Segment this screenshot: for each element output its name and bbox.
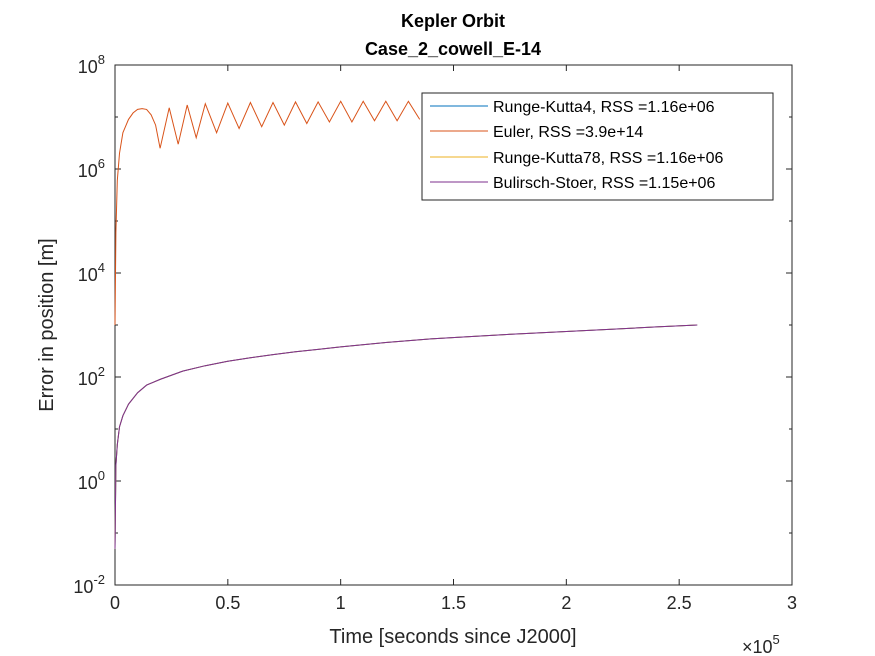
x-tick-label: 0.5: [215, 593, 240, 613]
x-tick-label: 1.5: [441, 593, 466, 613]
axis-ticks: [114, 64, 793, 586]
y-tick-label: 106: [78, 156, 105, 181]
x-tick-labels: 0 0.5 1 1.5 2 2.5 3: [110, 593, 797, 613]
chart-title: Kepler Orbit: [401, 11, 505, 31]
x-tick-label: 3: [787, 593, 797, 613]
legend: Runge-Kutta4, RSS =1.16e+06 Euler, RSS =…: [421, 92, 774, 201]
y-tick-label: 10-2: [73, 572, 105, 597]
x-tick-label: 2.5: [667, 593, 692, 613]
x-tick-label: 2: [561, 593, 571, 613]
y-tick-labels: 10-2 100 102 104 106 108: [73, 52, 105, 597]
x-tick-label: 1: [336, 593, 346, 613]
series-line-euler: [114, 100, 421, 326]
legend-label-rk78: Runge-Kutta78, RSS =1.16e+06: [493, 150, 723, 167]
y-tick-label: 102: [78, 364, 105, 389]
x-axis-multiplier: ×105: [742, 632, 780, 656]
y-tick-label: 100: [78, 468, 105, 493]
x-axis-label: Time [seconds since J2000]: [329, 626, 576, 648]
y-axis-label: Error in position [m]: [36, 238, 58, 411]
chart-subtitle: Case_2_cowell_E-14: [365, 39, 541, 59]
y-tick-label: 108: [78, 52, 105, 77]
legend-label-euler: Euler, RSS =3.9e+14: [493, 124, 643, 141]
x-axis-multiplier-exponent: 5: [773, 632, 780, 647]
plot-lines: [114, 100, 698, 549]
y-tick-label: 104: [78, 260, 105, 285]
legend-label-bs: Bulirsch-Stoer, RSS =1.15e+06: [493, 175, 715, 192]
legend-label-rk4: Runge-Kutta4, RSS =1.16e+06: [493, 99, 715, 116]
x-tick-label: 0: [110, 593, 120, 613]
series-line-bs: [114, 324, 698, 549]
